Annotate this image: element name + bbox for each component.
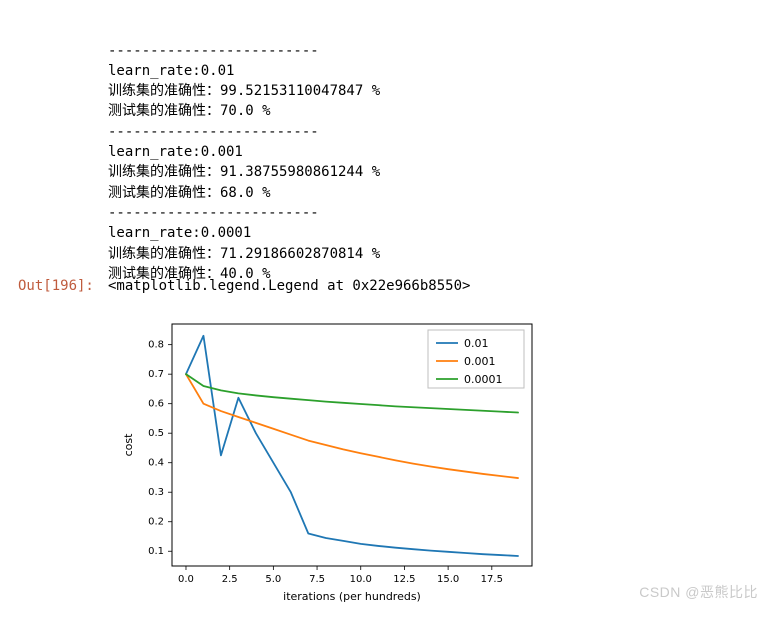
out-prompt: Out[196]: [18,278,94,294]
svg-text:2.5: 2.5 [222,574,238,585]
svg-text:0.7: 0.7 [148,369,164,380]
svg-text:0.5: 0.5 [148,428,164,439]
svg-text:7.5: 7.5 [309,574,325,585]
svg-text:10.0: 10.0 [350,574,372,585]
svg-text:0.4: 0.4 [148,458,164,469]
csdn-watermark: CSDN @恶熊比比 [639,582,758,602]
svg-text:cost: cost [122,433,135,457]
out-repr: <matplotlib.legend.Legend at 0x22e966b85… [108,278,470,294]
svg-text:0.0001: 0.0001 [464,373,503,386]
svg-text:0.001: 0.001 [464,355,496,368]
svg-text:5.0: 5.0 [265,574,281,585]
svg-text:0.0: 0.0 [178,574,194,585]
svg-text:15.0: 15.0 [437,574,459,585]
svg-text:0.3: 0.3 [148,487,164,498]
svg-text:iterations (per hundreds): iterations (per hundreds) [283,590,421,603]
svg-text:0.6: 0.6 [148,399,164,410]
svg-text:0.8: 0.8 [148,340,164,351]
stdout-output: ------------------------- learn_rate:0.0… [108,0,772,304]
cost-chart: 0.0 2.5 5.0 7.5 10.0 12.5 15.0 17.5 0.1 0.2 0.3 0.4… [108,312,548,616]
svg-text:0.1: 0.1 [148,546,164,557]
svg-text:12.5: 12.5 [393,574,415,585]
svg-text:17.5: 17.5 [481,574,503,585]
svg-text:0.2: 0.2 [148,517,164,528]
svg-text:0.01: 0.01 [464,337,489,350]
